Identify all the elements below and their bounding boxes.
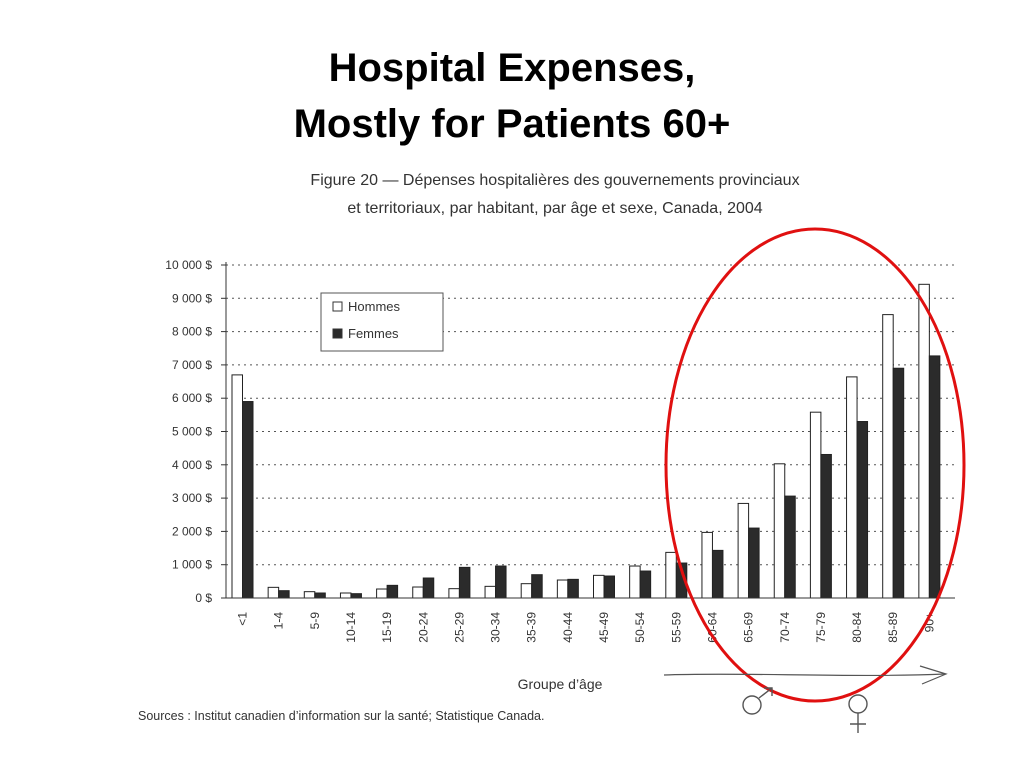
bar-hommes-85-89: [882, 314, 894, 599]
legend-label-hommes: Hommes: [348, 299, 401, 314]
bar-femmes-5-9: [314, 592, 326, 599]
x-tick-label: 30-34: [489, 612, 503, 643]
y-tick-labels: 0 $ 1 000 $ 2 000 $ 3 000 $ 4 000 $ 5 000 $ 6 …: [165, 258, 226, 605]
bar-femmes-70-74: [784, 495, 796, 599]
bar-hommes-55-59: [665, 551, 677, 599]
bar-hommes-15-19: [376, 588, 388, 599]
bar-femmes-90+: [928, 355, 941, 599]
bar-hommes-60-64: [701, 531, 713, 599]
bar-femmes-25-29: [458, 566, 471, 599]
bar-hommes-75-79: [809, 411, 822, 599]
y-tick-label: 10 000 $: [165, 258, 212, 272]
y-tick-label: 3 000 $: [172, 491, 212, 505]
slide-title-line-1: Hospital Expenses,: [328, 46, 696, 90]
y-tick-label: 1 000 $: [172, 558, 212, 572]
bar-femmes-50-54: [639, 570, 652, 599]
bar-femmes-<1: [242, 401, 254, 599]
bar-femmes-45-49: [603, 575, 615, 599]
x-tick-label: 60-64: [705, 612, 719, 643]
y-tick-label: 5 000 $: [172, 425, 212, 439]
bar-femmes-40-44: [567, 578, 579, 599]
bar-hommes-20-24: [412, 586, 424, 599]
bar-hommes-80-84: [846, 376, 858, 599]
x-tick-label: 50-54: [633, 612, 647, 643]
bar-hommes-<1: [231, 374, 243, 599]
bar-hommes-45-49: [593, 574, 605, 599]
source-note: Sources : Institut canadien d’informatio…: [138, 709, 544, 723]
bar-hommes-65-69: [737, 502, 750, 599]
legend: Hommes Femmes: [320, 292, 444, 352]
x-tick-label: 70-74: [778, 612, 792, 643]
bar-hommes-1-4: [267, 586, 280, 599]
y-tick-label: 2 000 $: [172, 524, 212, 538]
bar-femmes-20-24: [422, 577, 435, 599]
bar-hommes-10-14: [339, 592, 352, 599]
legend-label-femmes: Femmes: [348, 326, 399, 341]
x-tick-label: 5-9: [308, 612, 322, 630]
y-tick-label: 7 000 $: [172, 358, 212, 372]
bar-hommes-70-74: [773, 463, 786, 599]
bar-hommes-35-39: [520, 583, 533, 599]
x-tick-label: 40-44: [561, 612, 575, 643]
slide-title: Hospital Expenses, Mostly for Patients 6…: [0, 40, 1024, 152]
y-tick-label: 4 000 $: [172, 458, 212, 472]
bar-hommes-50-54: [629, 565, 641, 599]
bar-femmes-10-14: [350, 593, 362, 599]
y-tick-label: 8 000 $: [172, 325, 212, 339]
bar-femmes-35-39: [531, 574, 543, 599]
female-symbol-icon: [848, 694, 868, 733]
bar-femmes-65-69: [748, 527, 760, 599]
figure-title-line-1: Figure 20 — Dépenses hospitalières des g…: [310, 172, 799, 189]
x-tick-label: 90+: [922, 612, 936, 632]
x-tick-label: 85-89: [886, 612, 900, 643]
bar-hommes-5-9: [303, 591, 316, 599]
x-axis-label: Groupe d’âge: [518, 676, 603, 692]
x-tick-label: 10-14: [344, 612, 358, 643]
y-tick-label: 0 $: [195, 591, 212, 605]
grid-lines: [226, 264, 955, 566]
bar-femmes-1-4: [278, 590, 290, 599]
bar-femmes-60-64: [711, 549, 724, 599]
x-tick-label: 80-84: [850, 612, 864, 643]
x-tick-label: 25-29: [452, 612, 466, 643]
x-tick-label: 65-69: [742, 612, 756, 643]
x-tick-label: 45-49: [597, 612, 611, 643]
x-tick-label: 15-19: [380, 612, 394, 643]
legend-swatch-hommes: [332, 301, 343, 312]
x-tick-label: <1: [236, 612, 250, 626]
red-highlight-ellipse: [664, 227, 966, 703]
hand-drawn-arrow: [663, 665, 948, 685]
bar-hommes-90+: [918, 283, 930, 599]
bar-hommes-40-44: [556, 579, 569, 599]
bar-femmes-30-34: [495, 565, 507, 599]
x-tick-label: 75-79: [814, 612, 828, 643]
x-tick-labels: <1 1-4 5-9 10-14 15-19 20-24 25-29 30-34 35-39 40…: [236, 612, 937, 643]
y-tick-label: 6 000 $: [172, 391, 212, 405]
bar-hommes-30-34: [484, 585, 497, 599]
bar-hommes-25-29: [448, 588, 460, 599]
bar-femmes-15-19: [386, 584, 399, 599]
x-tick-label: 35-39: [525, 612, 539, 643]
x-tick-label: 55-59: [669, 612, 683, 643]
y-tick-label: 9 000 $: [172, 291, 212, 305]
legend-swatch-femmes: [332, 328, 343, 339]
x-tick-label: 20-24: [416, 612, 430, 643]
bar-femmes-75-79: [820, 453, 832, 599]
bar-femmes-85-89: [892, 367, 905, 599]
x-tick-label: 1-4: [272, 612, 286, 630]
bar-femmes-80-84: [856, 421, 869, 599]
figure-title-line-2: et territoriaux, par habitant, par âge e…: [347, 200, 762, 217]
male-symbol-icon: [742, 687, 773, 715]
slide-title-line-2: Mostly for Patients 60+: [293, 102, 731, 146]
